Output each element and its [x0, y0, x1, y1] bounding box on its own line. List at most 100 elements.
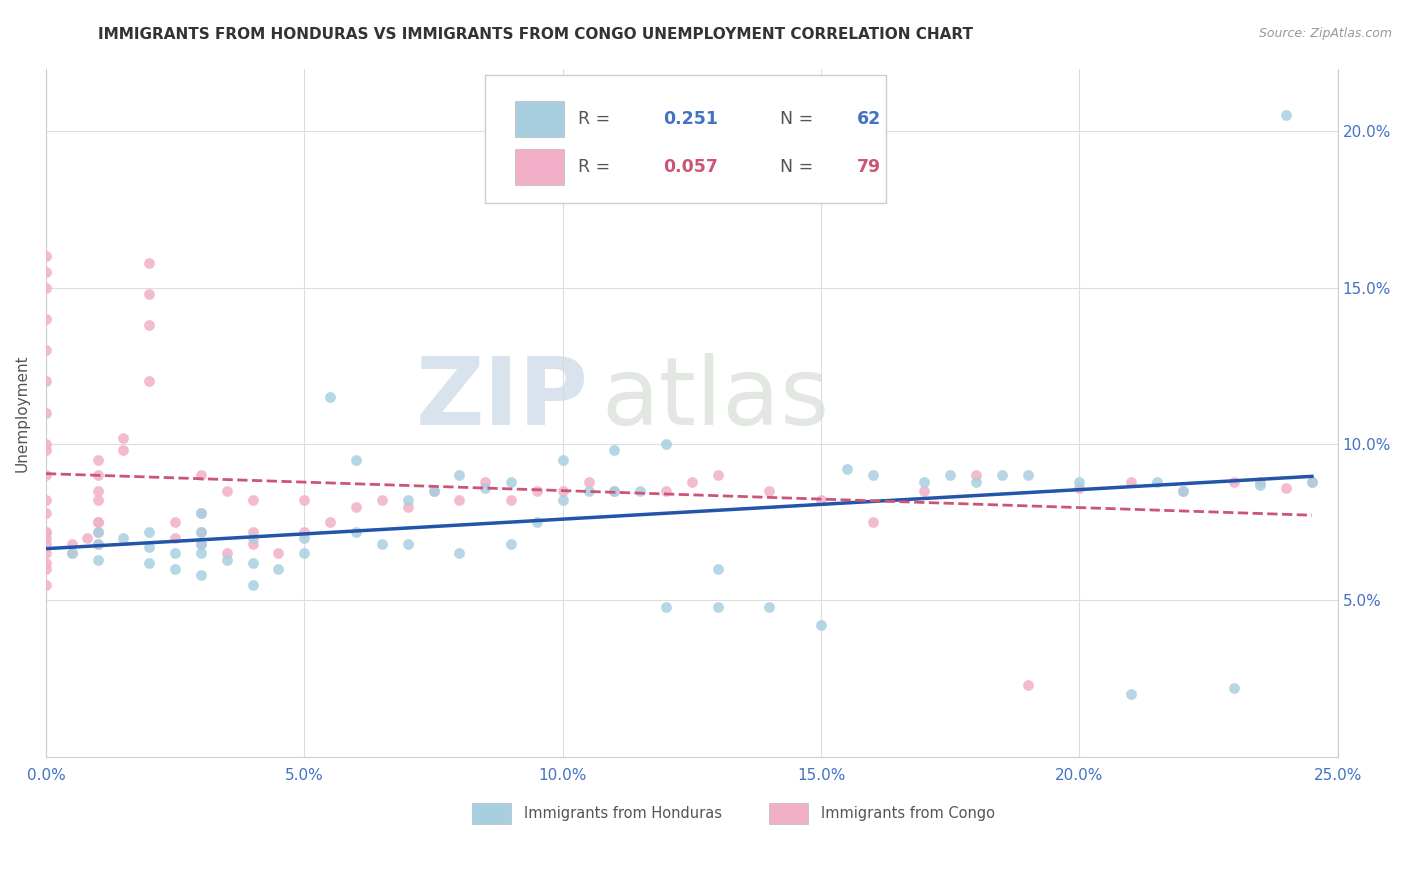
Point [242, 531, 264, 545]
Point [758, 599, 780, 614]
Point [35, 265, 58, 279]
Point [1171, 483, 1194, 498]
Point [939, 468, 962, 483]
Point [1017, 678, 1039, 692]
Point [60, 546, 83, 560]
Point [655, 483, 678, 498]
Point [138, 286, 160, 301]
Point [1119, 475, 1142, 489]
Point [86, 537, 108, 551]
Point [681, 475, 703, 489]
Point [1223, 475, 1246, 489]
Point [35, 506, 58, 520]
Point [862, 468, 884, 483]
Point [344, 500, 367, 514]
Point [112, 531, 135, 545]
Point [991, 468, 1014, 483]
Point [862, 515, 884, 529]
Point [35, 546, 58, 560]
Text: N =: N = [780, 158, 818, 176]
Point [758, 483, 780, 498]
Point [112, 431, 135, 445]
Point [706, 468, 728, 483]
Point [242, 524, 264, 539]
Point [242, 556, 264, 570]
Text: 0.251: 0.251 [664, 110, 718, 128]
Text: atlas: atlas [602, 353, 830, 445]
Point [138, 318, 160, 332]
Point [35, 537, 58, 551]
Point [86, 524, 108, 539]
Point [499, 537, 522, 551]
Point [810, 618, 832, 632]
Point [912, 483, 935, 498]
Point [551, 493, 574, 508]
Point [371, 537, 394, 551]
Text: N =: N = [780, 110, 818, 128]
Point [396, 537, 419, 551]
Point [35, 493, 58, 508]
Point [242, 493, 264, 508]
Point [603, 483, 626, 498]
Point [1249, 475, 1271, 489]
Point [190, 524, 212, 539]
FancyBboxPatch shape [472, 803, 510, 823]
Point [706, 599, 728, 614]
Point [35, 524, 58, 539]
Point [292, 531, 315, 545]
Point [190, 468, 212, 483]
Point [1223, 681, 1246, 695]
Point [60, 546, 83, 560]
Point [35, 311, 58, 326]
FancyBboxPatch shape [515, 149, 564, 185]
Text: 79: 79 [858, 158, 882, 176]
Point [449, 493, 471, 508]
Point [422, 483, 444, 498]
Point [242, 578, 264, 592]
Point [60, 537, 83, 551]
Point [1119, 687, 1142, 701]
Text: 0.057: 0.057 [664, 158, 718, 176]
Point [267, 546, 290, 560]
Point [499, 493, 522, 508]
Point [35, 375, 58, 389]
Point [165, 531, 187, 545]
Text: Immigrants from Honduras: Immigrants from Honduras [524, 805, 721, 821]
FancyBboxPatch shape [515, 101, 564, 136]
Point [35, 406, 58, 420]
Point [578, 483, 600, 498]
Point [810, 493, 832, 508]
Point [138, 375, 160, 389]
Point [292, 524, 315, 539]
Point [86, 468, 108, 483]
Point [655, 437, 678, 451]
Point [138, 556, 160, 570]
Text: Source: ZipAtlas.com: Source: ZipAtlas.com [1258, 27, 1392, 40]
Point [344, 452, 367, 467]
Point [912, 475, 935, 489]
Text: ZIP: ZIP [416, 353, 589, 445]
Point [86, 452, 108, 467]
Point [1249, 477, 1271, 491]
Point [165, 546, 187, 560]
Point [215, 483, 238, 498]
Point [86, 483, 108, 498]
Point [76, 531, 98, 545]
Point [138, 255, 160, 269]
Point [449, 546, 471, 560]
Point [603, 443, 626, 458]
Point [35, 468, 58, 483]
Point [1146, 475, 1168, 489]
Point [215, 546, 238, 560]
Point [474, 481, 496, 495]
Point [1069, 481, 1091, 495]
Point [1301, 475, 1323, 489]
Point [292, 546, 315, 560]
Point [86, 553, 108, 567]
Point [138, 540, 160, 554]
Point [112, 443, 135, 458]
Point [35, 562, 58, 576]
Point [190, 506, 212, 520]
Point [319, 390, 342, 404]
Point [190, 568, 212, 582]
